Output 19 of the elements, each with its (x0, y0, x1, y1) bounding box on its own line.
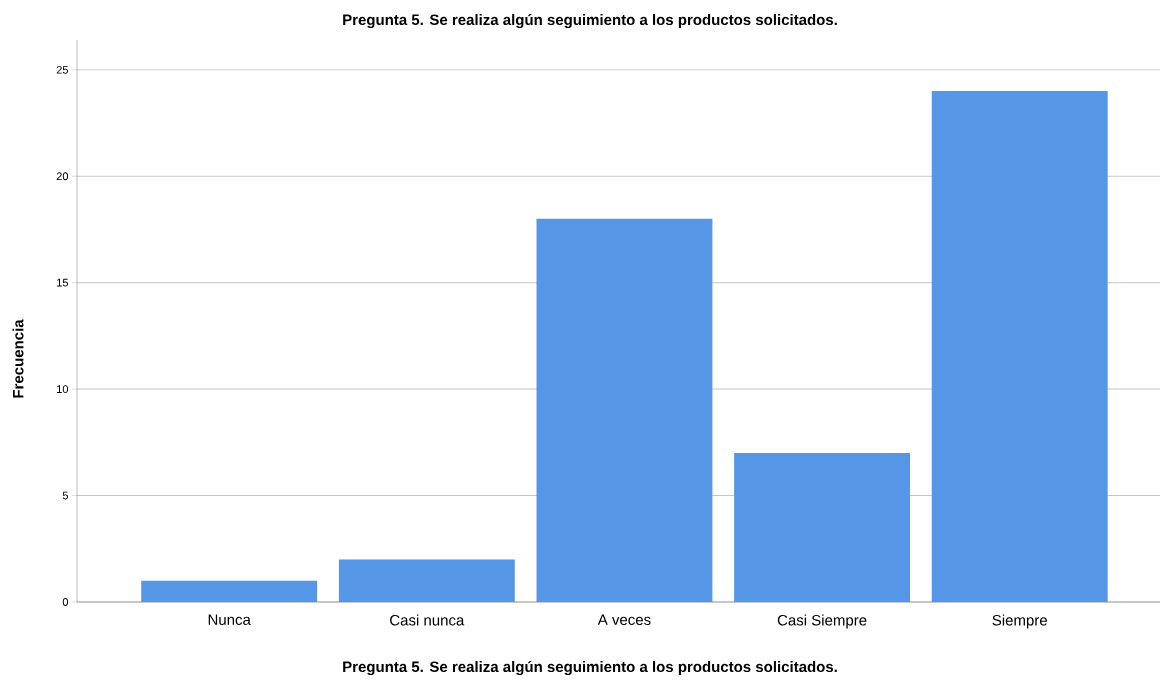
bar (931, 91, 1108, 602)
bar (734, 452, 911, 602)
y-tick-label: 0 (62, 598, 69, 606)
y-tick-label: 25 (56, 65, 68, 74)
bar (536, 218, 713, 602)
y-tick-label: 15 (57, 278, 68, 287)
y-tick-label: 20 (56, 172, 69, 181)
x-tick-label: Casi nunca (390, 614, 465, 626)
x-tick-label: Casi Siempre (777, 614, 867, 629)
x-axis-title: Pregunta 5. Se realiza algún seguimiento a los productos solicitados. (343, 660, 837, 676)
x-tick-label: A veces (597, 614, 651, 625)
y-tick-label: 5 (62, 491, 68, 500)
x-tick-label: Siempre (992, 614, 1047, 629)
bar (141, 580, 318, 602)
x-tick-label: Nunca (208, 614, 251, 625)
y-tick-label: 10 (57, 385, 69, 394)
y-axis-title: Frecuencia (12, 319, 24, 398)
chart-title: Pregunta 5. Se realiza algún seguimiento a los productos solicitados. (343, 13, 837, 29)
bar (338, 559, 515, 602)
